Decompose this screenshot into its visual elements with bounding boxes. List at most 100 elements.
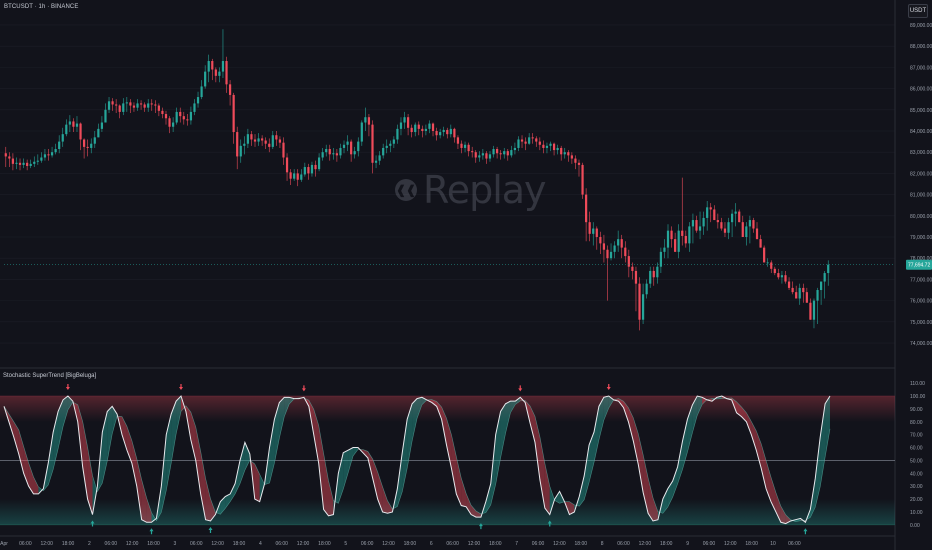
- candle-body: [748, 220, 751, 227]
- candle-body: [104, 109, 107, 123]
- time-tick-label: Apr: [0, 541, 8, 547]
- candle-body: [421, 128, 424, 131]
- trend-band: [589, 432, 594, 483]
- candle-body: [314, 164, 317, 170]
- trend-band: [274, 402, 280, 464]
- candle-body: [182, 116, 185, 120]
- candle-body: [456, 137, 460, 144]
- candle-body: [122, 103, 125, 112]
- candle-body: [328, 149, 331, 155]
- candle-body: [763, 247, 766, 263]
- candle-body: [606, 249, 609, 259]
- candle-body: [695, 220, 698, 231]
- time-tick-label: 06:00: [617, 541, 630, 547]
- candle-body: [706, 207, 709, 218]
- trend-band: [554, 491, 560, 504]
- trend-band: [200, 451, 206, 520]
- price-tick-label: 85,000.00: [910, 108, 932, 114]
- candle-body: [784, 275, 787, 282]
- trend-band: [539, 436, 545, 509]
- trend-band: [471, 505, 476, 518]
- candle-body: [374, 160, 378, 163]
- trend-band: [815, 437, 821, 508]
- candle-body: [819, 281, 823, 291]
- candle-body: [271, 135, 274, 147]
- trend-band: [741, 406, 747, 422]
- trend-band: [633, 417, 639, 465]
- candle-body: [346, 141, 349, 145]
- candle-body: [531, 137, 534, 139]
- price-tick-label: 89,000.00: [910, 23, 932, 29]
- trend-band: [146, 497, 152, 523]
- candle-body: [520, 139, 524, 142]
- candle-body: [307, 167, 310, 174]
- trend-band: [530, 406, 535, 443]
- time-tick-label: 9: [686, 541, 689, 547]
- oscillator-pane: [0, 384, 895, 535]
- candle-body: [22, 162, 25, 165]
- candle-body: [599, 237, 602, 244]
- price-tick-label: 84,000.00: [910, 129, 932, 135]
- osc-tick-label: 30.00: [910, 484, 923, 490]
- candle-body: [499, 153, 502, 155]
- symbol-label[interactable]: BTCUSDT · 1h · BINANCE: [4, 4, 79, 10]
- candle-body: [385, 145, 388, 148]
- indicator-title[interactable]: Stochastic SuperTrend [BigBeluga]: [3, 373, 97, 379]
- candle-body: [282, 142, 285, 158]
- candle-body: [179, 111, 182, 117]
- trend-band: [112, 406, 118, 435]
- trend-band: [58, 399, 63, 449]
- currency-button[interactable]: USDT: [908, 4, 928, 18]
- candle-body: [688, 226, 691, 244]
- candle-body: [488, 154, 492, 159]
- price-tick-label: 76,000.00: [910, 299, 932, 305]
- candle-body: [727, 222, 730, 233]
- candle-body: [132, 105, 136, 108]
- candle-body: [674, 239, 677, 252]
- candle-body: [827, 264, 830, 274]
- candle-body: [567, 152, 570, 156]
- candle-body: [745, 226, 748, 238]
- sell-arrow: [65, 384, 70, 391]
- osc-tick-label: 80.00: [910, 420, 923, 426]
- candle-body: [652, 270, 655, 278]
- candle-body: [503, 151, 506, 155]
- time-tick-label: 18:00: [489, 541, 502, 547]
- candle-body: [513, 147, 517, 151]
- candle-body: [168, 118, 171, 127]
- osc-tick-label: 60.00: [910, 446, 923, 452]
- osc-tick-label: 100.00: [910, 394, 926, 400]
- price-tick-label: 78,000.00: [910, 256, 932, 262]
- time-tick-label: 06:00: [275, 541, 288, 547]
- candle-body: [317, 157, 321, 170]
- candle-body: [766, 262, 769, 264]
- candle-body: [624, 247, 627, 257]
- trend-band: [736, 401, 742, 417]
- candle-body: [157, 105, 160, 111]
- candle-body: [809, 302, 812, 320]
- time-tick-label: 12:00: [40, 541, 53, 547]
- candle-body: [645, 283, 648, 295]
- candle-body: [129, 102, 132, 106]
- candle-body: [68, 121, 71, 125]
- candle-body: [428, 123, 431, 129]
- candle-body: [139, 103, 143, 105]
- trend-band: [318, 425, 324, 510]
- candle-body: [396, 128, 399, 140]
- candle-body: [335, 153, 338, 156]
- candle-body: [389, 143, 392, 146]
- time-tick-label: 18:00: [62, 541, 75, 547]
- candle-body: [300, 174, 303, 180]
- osc-tick-label: 40.00: [910, 471, 923, 477]
- trend-band: [166, 414, 172, 491]
- trend-band: [181, 396, 186, 412]
- trend-band: [259, 474, 265, 502]
- trend-band: [761, 443, 767, 489]
- candle-body: [730, 213, 734, 223]
- candle-body: [659, 251, 662, 267]
- trend-band: [746, 412, 752, 435]
- sell-arrow: [301, 385, 306, 392]
- candle-body: [268, 143, 271, 147]
- candle-body: [118, 105, 121, 112]
